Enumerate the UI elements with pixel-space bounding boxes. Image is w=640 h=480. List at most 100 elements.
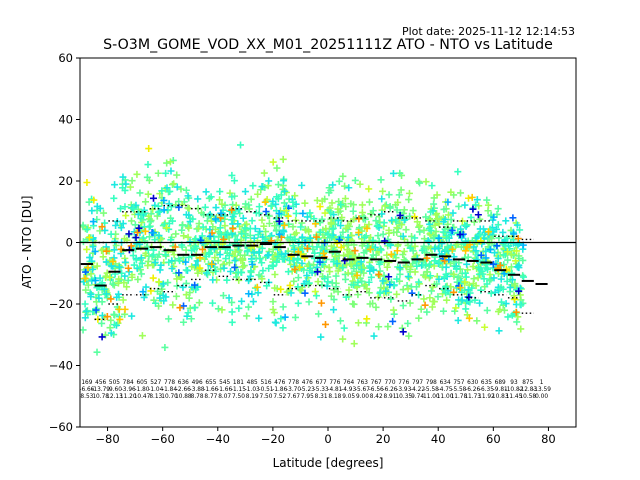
bin-std-label: 11.92 [478, 394, 495, 400]
scatter-point-group [81, 193, 493, 323]
y-tick-label: 40 [58, 113, 73, 127]
plot-date: Plot date: 2025-11-12 12:14:53 [402, 25, 575, 38]
bin-count-label: 776 [329, 380, 340, 386]
bin-statistics [80, 204, 548, 321]
bin-count-label: 605 [136, 380, 147, 386]
bin-count-label: 476 [274, 380, 285, 386]
bin-mean-label: -10.82 [505, 387, 524, 393]
bin-mean-label: -6.66 [79, 387, 94, 393]
bin-count-label: 545 [219, 380, 230, 386]
bin-mean-label: -3.93 [396, 387, 411, 393]
y-tick-label: −40 [49, 359, 73, 373]
bin-std-label: 11.20 [120, 394, 137, 400]
y-axis-label: ATO - NTO [DU] [20, 196, 34, 289]
bin-count-label: 689 [495, 380, 506, 386]
bin-count-label: 485 [247, 380, 258, 386]
bin-count-label: 181 [233, 380, 244, 386]
bin-count-label: 797 [412, 380, 423, 386]
bin-count-label: 763 [357, 380, 368, 386]
y-tick-label: −60 [49, 420, 73, 434]
bin-count-label: 630 [467, 380, 478, 386]
bin-mean-label: -5.67 [355, 387, 370, 393]
bin-count-label: 505 [109, 380, 120, 386]
bin-mean-label: -13.59 [532, 387, 551, 393]
bin-std-label: 8.53 [80, 394, 93, 400]
bin-mean-label: -1.80 [135, 387, 150, 393]
bin-mean-label: -5.58 [451, 387, 466, 393]
bin-count-label: 516 [260, 380, 271, 386]
bin-mean-label: -4.93 [341, 387, 356, 393]
bin-mean-label: -0.51 [259, 387, 274, 393]
x-tick-label: 0 [324, 432, 331, 446]
bin-std-label: 11.73 [464, 394, 481, 400]
bin-count-label: 636 [178, 380, 189, 386]
bin-mean-label: -12.83 [518, 387, 537, 393]
bin-std-label: 10.47 [134, 394, 151, 400]
bin-count-label: 778 [288, 380, 299, 386]
y-tick-label: −20 [49, 297, 73, 311]
bin-std-label: 8.07 [218, 394, 231, 400]
bin-std-label: 11.00 [437, 394, 454, 400]
bin-std-label: 9.00 [356, 394, 369, 400]
bin-mean-label: -1.66 [203, 387, 218, 393]
bin-std-label: 7.67 [287, 394, 300, 400]
x-tick-label: 60 [486, 432, 501, 446]
bin-mean-label: -6.56 [369, 387, 384, 393]
y-tick-label: 0 [66, 236, 73, 250]
bin-mean-label: -1.84 [162, 387, 177, 393]
bin-std-label: 8.77 [204, 394, 217, 400]
bin-count-label: 770 [384, 380, 395, 386]
bin-mean-label: -1.04 [148, 387, 163, 393]
bin-mean-label: -5.33 [314, 387, 329, 393]
bin-std-label: 8.13 [149, 394, 162, 400]
bin-std-label: 10.83 [492, 394, 509, 400]
bin-mean-label: -1.03 [245, 387, 260, 393]
bin-std-label: 12.13 [106, 394, 123, 400]
bin-std-label: 7.95 [301, 394, 314, 400]
bin-mean-label: -3.88 [190, 387, 205, 393]
bin-mean-label: -9.60 [107, 387, 122, 393]
bin-count-label: 778 [164, 380, 175, 386]
bin-count-label: 169 [81, 380, 92, 386]
bin-count-label: 757 [453, 380, 464, 386]
x-tick-label: −60 [151, 432, 175, 446]
bin-count-label: 527 [150, 380, 161, 386]
bin-count-label: 776 [398, 380, 409, 386]
bin-std-label: 10.70 [161, 394, 178, 400]
bin-std-label: 7.50 [232, 394, 245, 400]
x-axis-ticks: −80 −60 −40 −20 0 20 40 60 80 [95, 427, 556, 446]
bin-count-label: 93 [510, 380, 518, 386]
scatter-point-group [98, 194, 523, 341]
y-tick-label: 60 [58, 51, 73, 65]
bin-count-label: 1 [540, 380, 544, 386]
bin-count-label: 875 [522, 380, 533, 386]
bin-std-label: 11.00 [423, 394, 440, 400]
bin-std-label: 10.88 [175, 394, 192, 400]
bin-std-label: 10.58 [519, 394, 536, 400]
bin-std-label: 10.35 [395, 394, 412, 400]
x-tick-label: −80 [95, 432, 119, 446]
bin-count-label: 677 [316, 380, 327, 386]
x-tick-label: 20 [376, 432, 391, 446]
bin-count-label: 798 [426, 380, 437, 386]
bin-count-label: 784 [123, 380, 134, 386]
bin-std-label: 7.50 [260, 394, 273, 400]
bin-mean-label: -3.70 [286, 387, 301, 393]
bin-std-label: 8.19 [246, 394, 259, 400]
bin-mean-label: -5.58 [424, 387, 439, 393]
bin-count-label: 767 [371, 380, 382, 386]
bin-std-label: 0.00 [535, 394, 548, 400]
x-axis-label: Latitude [degrees] [273, 456, 384, 470]
bin-count-label: 476 [302, 380, 313, 386]
bin-std-label: 8.78 [191, 394, 204, 400]
scatter-points [80, 141, 528, 356]
bin-std-label: 8.18 [328, 394, 341, 400]
bin-count-label: 764 [343, 380, 354, 386]
y-axis-ticks: −60 −40 −20 0 20 40 60 [49, 51, 80, 434]
x-tick-label: 40 [431, 432, 446, 446]
bin-mean-label: -6.26 [383, 387, 398, 393]
x-tick-label: 80 [541, 432, 556, 446]
chart-title: S-O3M_GOME_VOD_XX_M01_20251111Z ATO - NT… [103, 37, 553, 53]
scatter-point-group [83, 158, 521, 331]
